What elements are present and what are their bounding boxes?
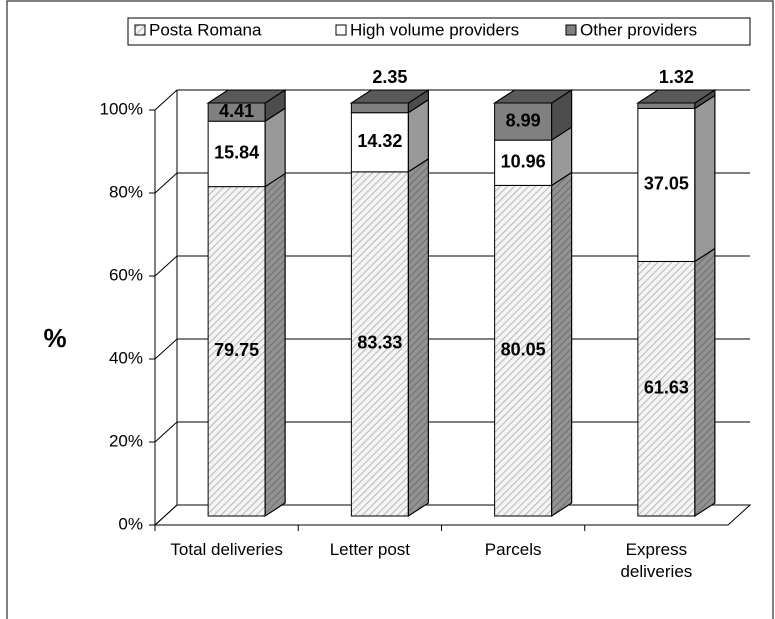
bar-top-shade: [636, 89, 717, 104]
bar-segment: [350, 112, 409, 173]
bar-top-shade: [206, 89, 287, 104]
y-tick-label: 80%: [109, 182, 143, 201]
legend-label: Posta Romana: [149, 20, 262, 39]
bar-side-shade: [551, 171, 573, 517]
x-tick-label: Parcels: [484, 540, 542, 559]
x-tick-label: Express deliveries: [620, 540, 693, 581]
legend-label: Other providers: [580, 20, 697, 39]
legend-swatch: [134, 24, 146, 36]
y-tick-label: 0%: [118, 514, 143, 533]
chart-frame: [6, 0, 774, 619]
bar-side-shade: [694, 94, 716, 263]
data-label: 61.63: [644, 377, 689, 397]
bar-segment: [494, 184, 553, 517]
legend-box: [127, 17, 751, 46]
bar-segment: [207, 120, 266, 188]
bar-side-shade: [407, 157, 429, 517]
data-label: 10.96: [501, 152, 546, 172]
data-label: 2.35: [372, 67, 407, 87]
data-label: 83.33: [357, 333, 402, 353]
data-label: 80.05: [501, 339, 546, 359]
bar-segment: [494, 139, 553, 186]
bar-side-shade: [264, 172, 286, 517]
legend-swatch: [565, 24, 577, 36]
y-tick-label: 60%: [109, 265, 143, 284]
y-tick-label: 20%: [109, 431, 143, 450]
x-tick-label: Letter post: [329, 540, 411, 559]
legend-label: High volume providers: [350, 20, 519, 39]
data-label: 37.05: [644, 174, 689, 194]
data-label: 14.32: [357, 131, 402, 151]
data-label: 8.99: [506, 110, 541, 130]
bar-segment: [350, 102, 409, 114]
y-axis-label: %: [43, 323, 66, 353]
data-label: 1.32: [659, 67, 694, 87]
bar-top-shade: [492, 89, 574, 104]
y-tick-label: 40%: [109, 348, 143, 367]
bar-segment: [350, 171, 409, 517]
x-tick-label: Total deliveries: [170, 540, 283, 559]
bar-segment: [494, 102, 553, 141]
y-tick-label: 100%: [100, 99, 143, 118]
bar-top-shade: [349, 89, 431, 104]
data-label: 4.41: [219, 101, 254, 121]
data-label: 15.84: [214, 143, 259, 163]
bar-segment: [207, 186, 266, 517]
legend-swatch: [335, 24, 347, 36]
bar-side-shade: [694, 247, 716, 517]
bar-side-shade: [264, 107, 286, 188]
bar-segment: [637, 102, 696, 109]
data-label: 79.75: [214, 340, 259, 360]
